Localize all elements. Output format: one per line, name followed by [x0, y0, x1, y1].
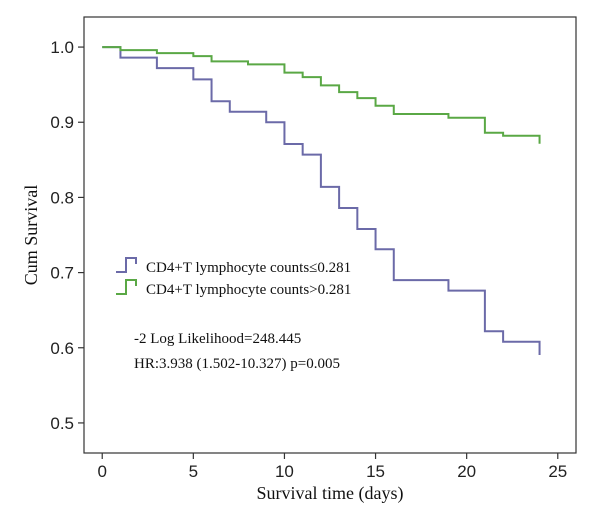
axis-ticks: 0 5 10 15 20 25 0.5 0.6 0.7 0.8 0.9 1.0: [50, 38, 567, 481]
y-tick-label: 1.0: [50, 38, 74, 57]
x-tick-label: 15: [366, 462, 385, 481]
legend-label-series-2: CD4+T lymphocyte counts>0.281: [146, 282, 351, 298]
likelihood-annotation: -2 Log Likelihood=248.445: [134, 331, 301, 347]
x-tick-label: 5: [189, 462, 198, 481]
y-axis-title: Cum Survival: [21, 185, 41, 286]
x-axis-title: Survival time (days): [257, 483, 404, 504]
legend: CD4+T lymphocyte counts≤0.281 CD4+T lymp…: [116, 257, 351, 298]
y-tick-label: 0.8: [50, 188, 74, 207]
legend-label-series-1: CD4+T lymphocyte counts≤0.281: [146, 260, 351, 276]
y-tick-label: 0.7: [50, 264, 74, 283]
y-tick-label: 0.5: [50, 414, 74, 433]
x-tick-label: 25: [548, 462, 567, 481]
survival-curves: [102, 46, 541, 356]
hazard-ratio-annotation: HR:3.938 (1.502-10.327) p=0.005: [134, 356, 340, 372]
legend-swatch-series-1: [116, 257, 137, 273]
legend-swatch-series-2: [116, 279, 137, 295]
y-tick-label: 0.9: [50, 113, 74, 132]
y-tick-label: 0.6: [50, 339, 74, 358]
survival-curve-series-1: [102, 46, 541, 356]
x-tick-label: 10: [275, 462, 294, 481]
x-tick-label: 20: [457, 462, 476, 481]
plot-frame: [83, 16, 577, 454]
x-tick-label: 0: [97, 462, 106, 481]
survival-curve-series-2: [102, 46, 541, 144]
